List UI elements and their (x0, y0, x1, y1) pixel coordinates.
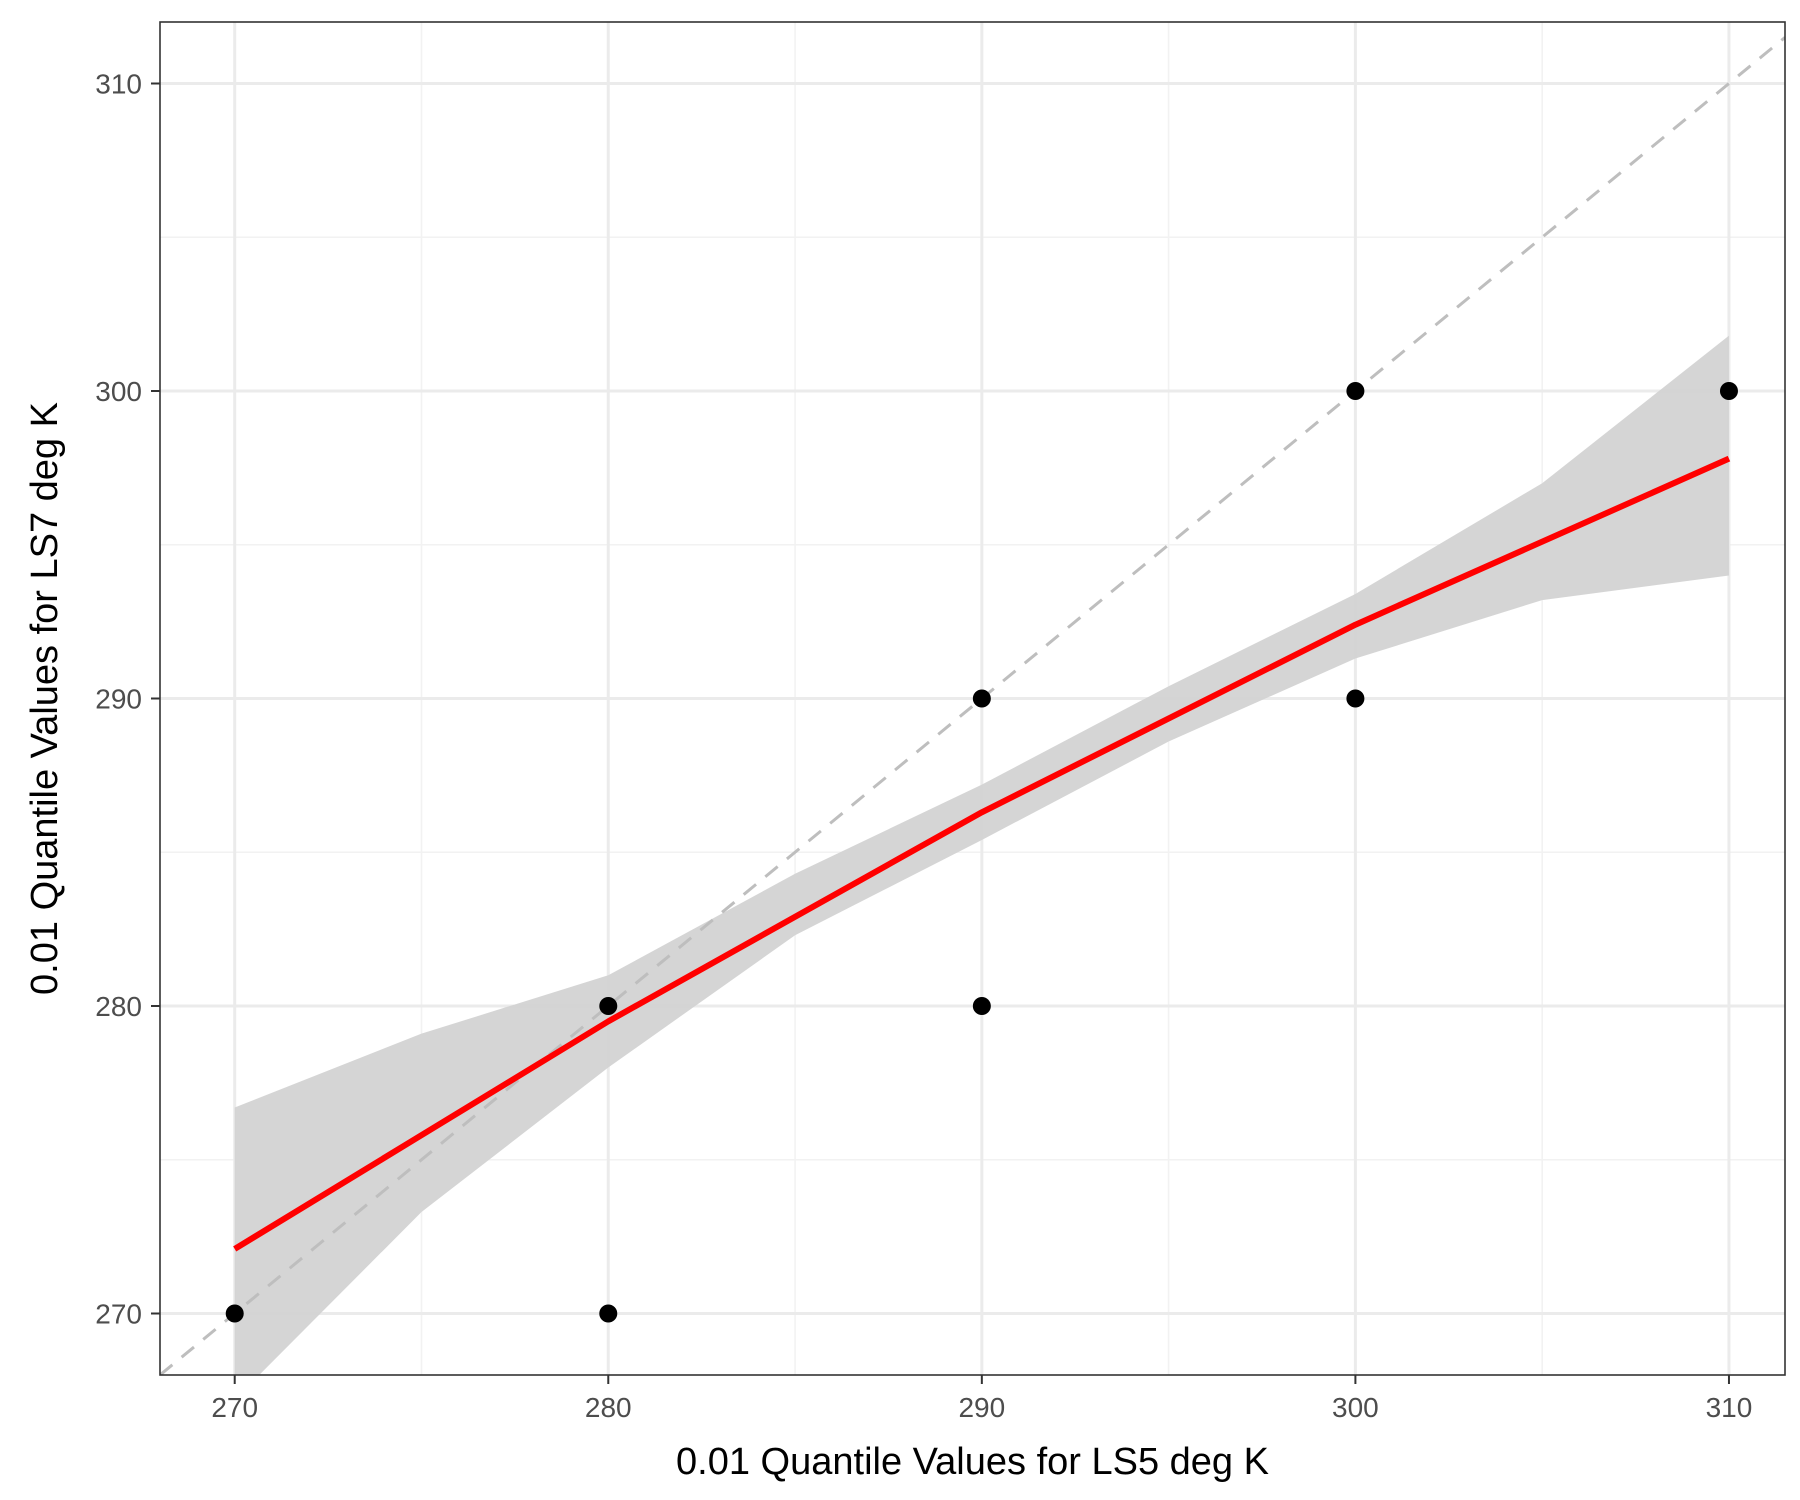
grid-major (160, 22, 1785, 1375)
data-point (225, 1304, 244, 1323)
data-point (1346, 689, 1365, 708)
axis-ticks (151, 82, 1730, 1384)
points-layer (225, 382, 1738, 1323)
smooth-line-layer (233, 455, 1731, 1252)
x-tick-label: 310 (1706, 1392, 1753, 1423)
confidence-band-layer (234, 335, 1729, 1375)
data-point (1719, 382, 1738, 400)
regression-line (233, 455, 1731, 1252)
x-tick-label: 290 (958, 1392, 1005, 1423)
y-axis-title: 0.01 Quantile Values for LS7 deg K (24, 402, 66, 995)
data-point (1346, 382, 1365, 400)
reference-line-layer (160, 36, 1785, 1375)
x-tick-label: 300 (1332, 1392, 1379, 1423)
y-tick-label: 300 (95, 376, 142, 407)
x-tick-label: 270 (211, 1392, 258, 1423)
identity-reference-line (160, 36, 1785, 1375)
x-tick-labels: 270 280 290 300 310 (211, 1392, 1752, 1423)
data-point (599, 1304, 618, 1323)
confidence-band (234, 335, 1729, 1375)
y-tick-labels: 270 280 290 300 310 (95, 69, 142, 1330)
x-tick-label: 280 (585, 1392, 632, 1423)
data-point (972, 997, 991, 1015)
y-tick-label: 310 (95, 69, 142, 100)
y-tick-label: 280 (95, 991, 142, 1022)
x-axis-title: 0.01 Quantile Values for LS5 deg K (676, 1441, 1269, 1483)
y-tick-label: 290 (95, 684, 142, 715)
data-point (599, 997, 618, 1015)
y-tick-label: 270 (95, 1299, 142, 1330)
data-point (972, 689, 991, 708)
